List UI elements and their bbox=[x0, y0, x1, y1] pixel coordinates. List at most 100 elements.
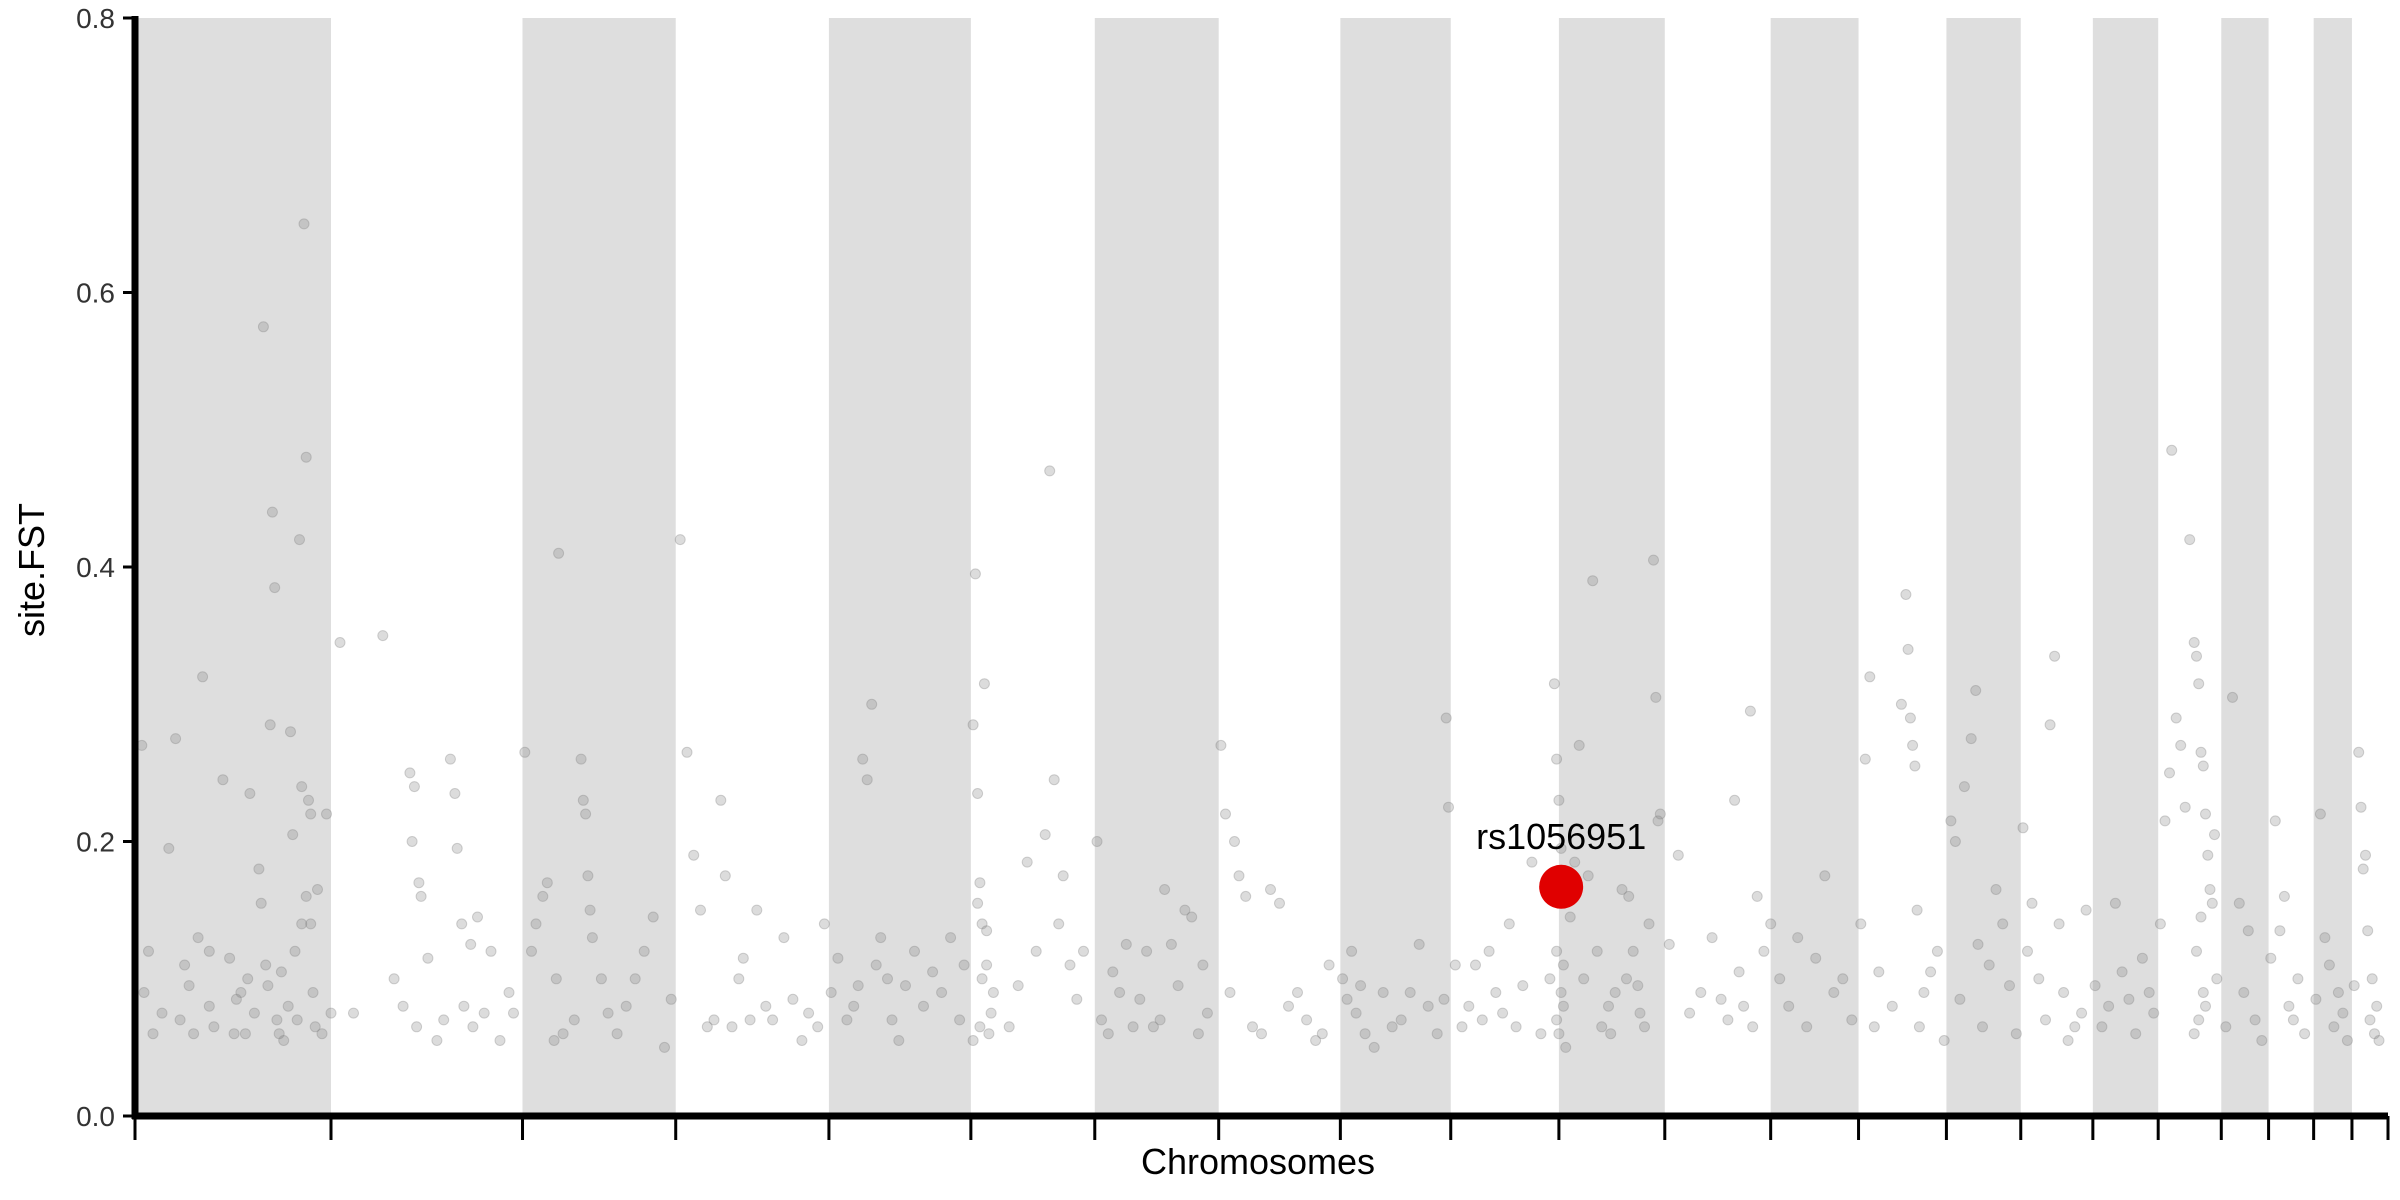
data-point bbox=[1551, 753, 1563, 765]
data-point bbox=[1560, 1041, 1572, 1053]
data-point bbox=[348, 1007, 359, 1019]
data-point bbox=[316, 1028, 328, 1040]
data-point bbox=[264, 719, 276, 731]
data-point bbox=[1564, 911, 1576, 923]
data-point bbox=[620, 1000, 632, 1012]
data-point bbox=[1053, 918, 1065, 930]
data-point bbox=[1359, 1028, 1371, 1040]
data-point bbox=[681, 746, 693, 758]
data-point bbox=[1102, 1028, 1114, 1040]
data-point bbox=[550, 973, 562, 985]
data-point bbox=[818, 918, 830, 930]
data-point bbox=[575, 753, 587, 765]
data-point bbox=[967, 1035, 979, 1046]
data-point bbox=[2227, 691, 2238, 703]
data-point bbox=[1247, 1021, 1258, 1033]
data-point bbox=[1900, 589, 1912, 600]
data-point bbox=[2360, 849, 2371, 861]
data-point bbox=[1828, 987, 1840, 998]
data-point bbox=[726, 1021, 738, 1033]
chromosome-band-13 bbox=[1770, 18, 1859, 1116]
data-point bbox=[1283, 1000, 1294, 1012]
data-point bbox=[1078, 945, 1089, 957]
data-point bbox=[2130, 1028, 2142, 1040]
data-point bbox=[2193, 678, 2205, 690]
data-point bbox=[870, 959, 882, 971]
data-point bbox=[257, 321, 269, 333]
data-point bbox=[275, 966, 287, 978]
data-point bbox=[192, 932, 204, 944]
data-point bbox=[945, 932, 957, 944]
data-point bbox=[2195, 911, 2207, 923]
data-point bbox=[2369, 1028, 2380, 1040]
data-point bbox=[269, 582, 281, 594]
data-point bbox=[1443, 801, 1454, 813]
data-point bbox=[2357, 863, 2369, 875]
data-point bbox=[2175, 739, 2187, 751]
data-point bbox=[1557, 959, 1569, 971]
data-point bbox=[548, 1035, 560, 1046]
data-point bbox=[1729, 794, 1741, 806]
data-point bbox=[1044, 465, 1056, 477]
data-point bbox=[1256, 1028, 1267, 1040]
data-point bbox=[377, 630, 389, 642]
data-point bbox=[2166, 444, 2178, 456]
data-point bbox=[1553, 794, 1565, 806]
data-point bbox=[1663, 938, 1675, 950]
y-axis-ticks: 0.0 0.2 0.4 0.6 0.8 bbox=[76, 3, 135, 1132]
data-point bbox=[1582, 870, 1594, 882]
data-point bbox=[1316, 1028, 1328, 1040]
data-point bbox=[2148, 1007, 2160, 1019]
data-point bbox=[2159, 815, 2171, 827]
data-point bbox=[1350, 1007, 1362, 1019]
data-point bbox=[530, 918, 542, 930]
data-point bbox=[2292, 973, 2304, 985]
data-point bbox=[183, 980, 195, 992]
data-point bbox=[1983, 959, 1995, 971]
data-point bbox=[2319, 932, 2331, 944]
data-point bbox=[300, 451, 312, 463]
data-point bbox=[1310, 1035, 1322, 1046]
data-point bbox=[2076, 1007, 2088, 1019]
data-point bbox=[1535, 1028, 1547, 1040]
data-point bbox=[1544, 973, 1556, 985]
data-point bbox=[1715, 993, 1727, 1005]
data-point bbox=[208, 1021, 220, 1033]
data-point bbox=[1039, 829, 1051, 841]
data-point bbox=[260, 959, 272, 971]
data-point bbox=[298, 218, 310, 230]
data-point bbox=[2195, 746, 2207, 758]
highlight-label: rs1056951 bbox=[1476, 816, 1646, 857]
data-point bbox=[1654, 808, 1666, 820]
data-point bbox=[778, 932, 790, 944]
data-point bbox=[760, 1000, 772, 1012]
data-point bbox=[751, 904, 763, 916]
data-point bbox=[404, 767, 416, 779]
data-point bbox=[1220, 808, 1231, 820]
data-point bbox=[1938, 1035, 1950, 1046]
data-point bbox=[1639, 1021, 1650, 1033]
data-point bbox=[1021, 856, 1033, 868]
data-point bbox=[1911, 904, 1923, 916]
data-point bbox=[138, 987, 150, 998]
chromosome-band-9 bbox=[1340, 18, 1451, 1116]
data-point bbox=[1030, 945, 1042, 957]
data-point bbox=[282, 1000, 294, 1012]
data-point bbox=[832, 952, 844, 964]
data-point bbox=[744, 1014, 756, 1026]
data-point bbox=[451, 842, 463, 854]
data-point bbox=[580, 808, 592, 820]
data-point bbox=[2188, 637, 2200, 648]
data-point bbox=[2049, 650, 2061, 662]
data-point bbox=[526, 945, 537, 957]
data-point bbox=[2184, 534, 2196, 546]
data-point bbox=[1744, 705, 1756, 717]
data-point bbox=[397, 1000, 409, 1012]
data-point bbox=[647, 911, 659, 923]
data-point bbox=[848, 1000, 860, 1012]
data-point bbox=[230, 993, 242, 1005]
data-point bbox=[1346, 945, 1358, 957]
data-point bbox=[2242, 925, 2254, 937]
data-point bbox=[2323, 959, 2335, 971]
data-point bbox=[1186, 911, 1198, 923]
